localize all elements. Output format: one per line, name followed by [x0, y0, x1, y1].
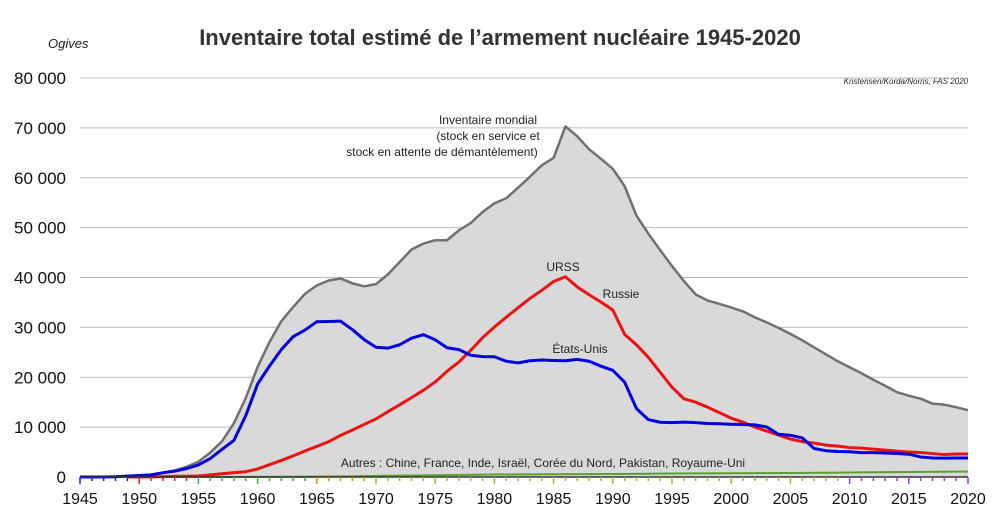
y-tick-label-3: 30 000 — [14, 318, 66, 337]
y-tick-label-7: 70 000 — [14, 119, 66, 138]
y-tick-label-2: 20 000 — [14, 368, 66, 387]
annotation-world-line-1: Inventaire mondial — [439, 113, 537, 127]
x-tick-label-12: 2005 — [773, 491, 809, 508]
annotation-others: Autres : Chine, France, Inde, Israël, Co… — [341, 456, 745, 470]
usa-line — [79, 319, 969, 479]
annotation-russia: Russie — [603, 287, 640, 301]
x-tick-label-6: 1975 — [417, 491, 453, 508]
chart-title: Inventaire total estimé de l’armement nu… — [199, 25, 801, 50]
annotation-ussr: URSS — [546, 260, 579, 274]
y-tick-label-1: 10 000 — [14, 418, 66, 437]
x-tick-label-9: 1990 — [595, 491, 631, 508]
y-tick-label-4: 40 000 — [14, 269, 66, 288]
x-tick-label-13: 2010 — [832, 491, 868, 508]
x-tick-label-0: 1945 — [62, 491, 98, 508]
annotation-world-line-2: (stock en service et — [436, 129, 540, 143]
annotation-world-line-3: stock en attente de démantèlement) — [346, 145, 537, 159]
x-tick-label-1: 1950 — [121, 491, 157, 508]
y-tick-label-6: 60 000 — [14, 169, 66, 188]
y-tick-label-0: 0 — [57, 468, 66, 487]
x-tick-label-10: 1995 — [654, 491, 690, 508]
x-tick-label-3: 1960 — [240, 491, 276, 508]
world-line — [79, 125, 969, 479]
x-tick-label-2: 1955 — [181, 491, 217, 508]
x-tick-label-7: 1980 — [477, 491, 513, 508]
y-tick-label-5: 50 000 — [14, 219, 66, 238]
x-tick-label-8: 1985 — [536, 491, 572, 508]
x-tick-label-5: 1970 — [358, 491, 394, 508]
axes: 0 10 000 20 000 30 000 40 000 50 000 60 000 70 … — [14, 69, 986, 508]
annotation-usa: États-Unis — [552, 341, 607, 356]
x-tick-label-15: 2020 — [950, 491, 986, 508]
x-tick-label-11: 2000 — [713, 491, 749, 508]
x-tick-label-4: 1965 — [299, 491, 335, 508]
y-axis-label: Ogives — [48, 36, 89, 51]
source-credit: Kristensen/Korda/Norris, FAS 2020 — [844, 77, 969, 86]
x-tick-label-14: 2015 — [891, 491, 927, 508]
ussr-russia-line — [127, 275, 968, 479]
y-tick-label-8: 80 000 — [14, 69, 66, 88]
